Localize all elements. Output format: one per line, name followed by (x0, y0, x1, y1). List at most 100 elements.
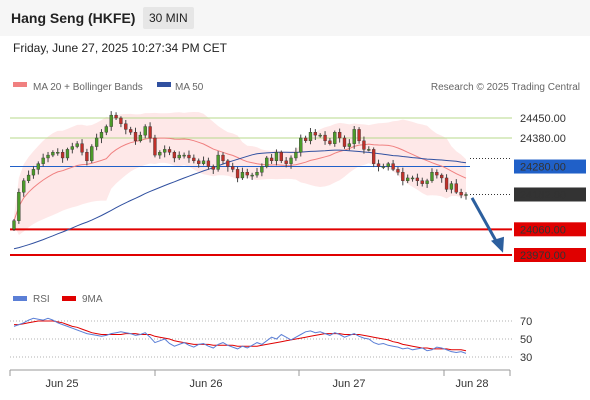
candle-85 (425, 178, 429, 188)
candle-body (410, 177, 415, 180)
candle-body (163, 149, 167, 153)
candle-81 (406, 174, 410, 184)
level-label-24280: 24280.00 (520, 162, 566, 174)
timestamp-label: Friday, June 27, 2025 10:27:34 PM CET (13, 41, 227, 55)
candle-32 (167, 146, 172, 156)
candle-86 (430, 168, 434, 183)
candle-48 (245, 168, 249, 179)
candle-body (17, 192, 21, 221)
candle-30 (158, 150, 162, 159)
candle-46 (235, 166, 240, 183)
candle-body (12, 220, 16, 230)
candle-body (303, 137, 308, 142)
candle-body (440, 174, 444, 179)
candle-body (56, 152, 60, 154)
candlestick-layer (12, 111, 468, 232)
candle-body (158, 152, 162, 156)
candle-92 (459, 188, 463, 199)
candle-61 (308, 127, 313, 145)
candle-91 (454, 179, 458, 194)
candle-body (36, 163, 40, 170)
candle-8 (51, 150, 55, 158)
candle-66 (333, 130, 337, 147)
candle-body (265, 157, 269, 167)
candle-19 (104, 124, 109, 136)
candle-24 (128, 126, 133, 135)
candle-59 (299, 134, 303, 157)
candle-body (401, 172, 405, 181)
candle-28 (148, 122, 152, 143)
candle-44 (226, 159, 230, 172)
candle-88 (440, 173, 444, 183)
level-label-23970-box (514, 248, 586, 262)
candle-body (60, 152, 65, 159)
ma50-legend-label: MA 50 (175, 82, 204, 93)
candle-body (425, 180, 429, 184)
candle-27 (143, 124, 147, 139)
candle-74 (371, 147, 376, 168)
candle-56 (284, 157, 288, 168)
candle-body (367, 149, 371, 151)
candle-body (269, 157, 274, 162)
candle-body (124, 123, 128, 130)
candle-body (114, 114, 118, 119)
candle-67 (337, 128, 342, 143)
rsi-legend-label: RSI (33, 294, 50, 305)
candle-34 (177, 151, 181, 160)
candle-body (444, 177, 449, 190)
candle-36 (187, 150, 191, 163)
candle-41 (211, 164, 215, 174)
candle-3 (26, 170, 31, 184)
candle-body (148, 126, 152, 139)
candle-55 (279, 150, 283, 164)
candle-body (109, 114, 113, 127)
chart-header (0, 0, 590, 36)
candle-93 (464, 192, 468, 200)
candle-body (454, 183, 458, 193)
candle-body (226, 160, 230, 167)
candle-body (352, 129, 356, 144)
candle-body (376, 163, 381, 167)
candle-body (371, 149, 376, 164)
candle-body (221, 154, 225, 162)
candle-body (201, 160, 206, 164)
candle-body (231, 166, 235, 170)
candle-29 (153, 134, 157, 158)
x-axis-label-0: Jun 25 (45, 378, 78, 390)
candle-body (153, 137, 157, 156)
candle-47 (240, 167, 245, 180)
candle-body (396, 169, 400, 173)
candle-9 (56, 148, 60, 156)
candle-body (128, 129, 133, 133)
candle-53 (269, 153, 274, 164)
candle-body (279, 152, 283, 162)
x-axis-label-1: Jun 26 (189, 378, 222, 390)
candle-body (260, 166, 264, 173)
candle-body (119, 117, 123, 124)
candle-body (187, 154, 191, 159)
candle-11 (65, 147, 70, 161)
candle-51 (260, 163, 264, 177)
candle-13 (75, 141, 79, 149)
level-label-24060: 24060.00 (520, 224, 566, 236)
candle-37 (192, 154, 196, 164)
candle-45 (231, 162, 235, 173)
candle-body (192, 157, 196, 162)
candle-70 (352, 125, 356, 149)
candle-20 (109, 111, 113, 131)
candle-body (406, 177, 410, 181)
candle-60 (303, 135, 308, 143)
candle-57 (289, 155, 293, 169)
x-axis-label-2: Jun 27 (332, 378, 365, 390)
interval-button[interactable]: 30 MIN (143, 7, 194, 29)
candle-body (94, 137, 99, 147)
candle-body (347, 143, 352, 147)
candle-body (90, 146, 94, 162)
ma50-legend-swatch (157, 82, 171, 87)
candle-body (313, 132, 317, 136)
candle-body (235, 169, 240, 179)
forecast-arrow-shaft (470, 197, 499, 244)
candle-body (420, 180, 424, 184)
candle-84 (420, 177, 424, 187)
moving-average-layer (13, 137, 467, 250)
